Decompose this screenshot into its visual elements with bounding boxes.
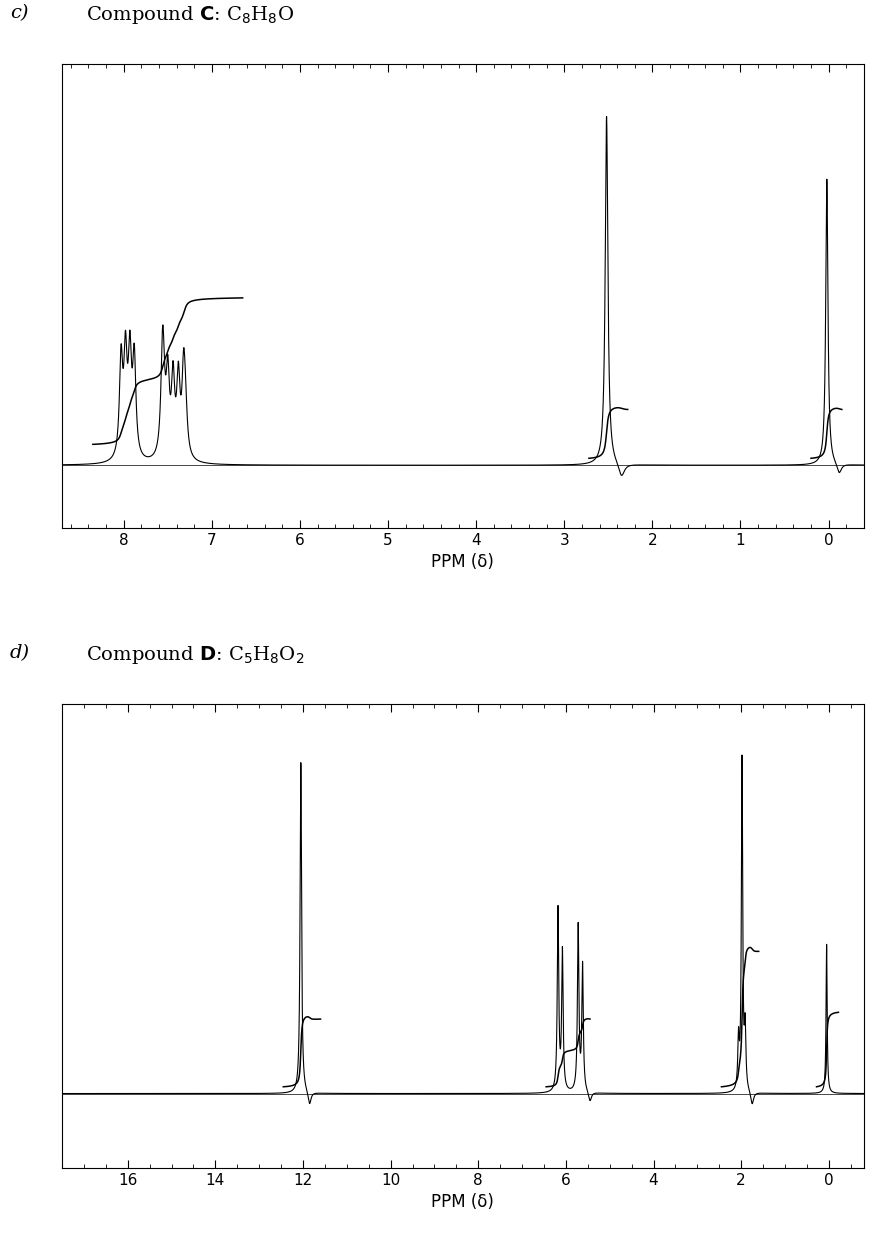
- Text: c): c): [10, 4, 28, 22]
- Text: d): d): [10, 644, 30, 662]
- X-axis label: PPM (δ): PPM (δ): [431, 554, 494, 571]
- Text: Compound $\mathbf{D}$: C$_5$H$_8$O$_2$: Compound $\mathbf{D}$: C$_5$H$_8$O$_2$: [86, 644, 305, 666]
- X-axis label: PPM (δ): PPM (δ): [431, 1194, 494, 1211]
- Text: Compound $\mathbf{C}$: C$_8$H$_8$O: Compound $\mathbf{C}$: C$_8$H$_8$O: [86, 4, 294, 26]
